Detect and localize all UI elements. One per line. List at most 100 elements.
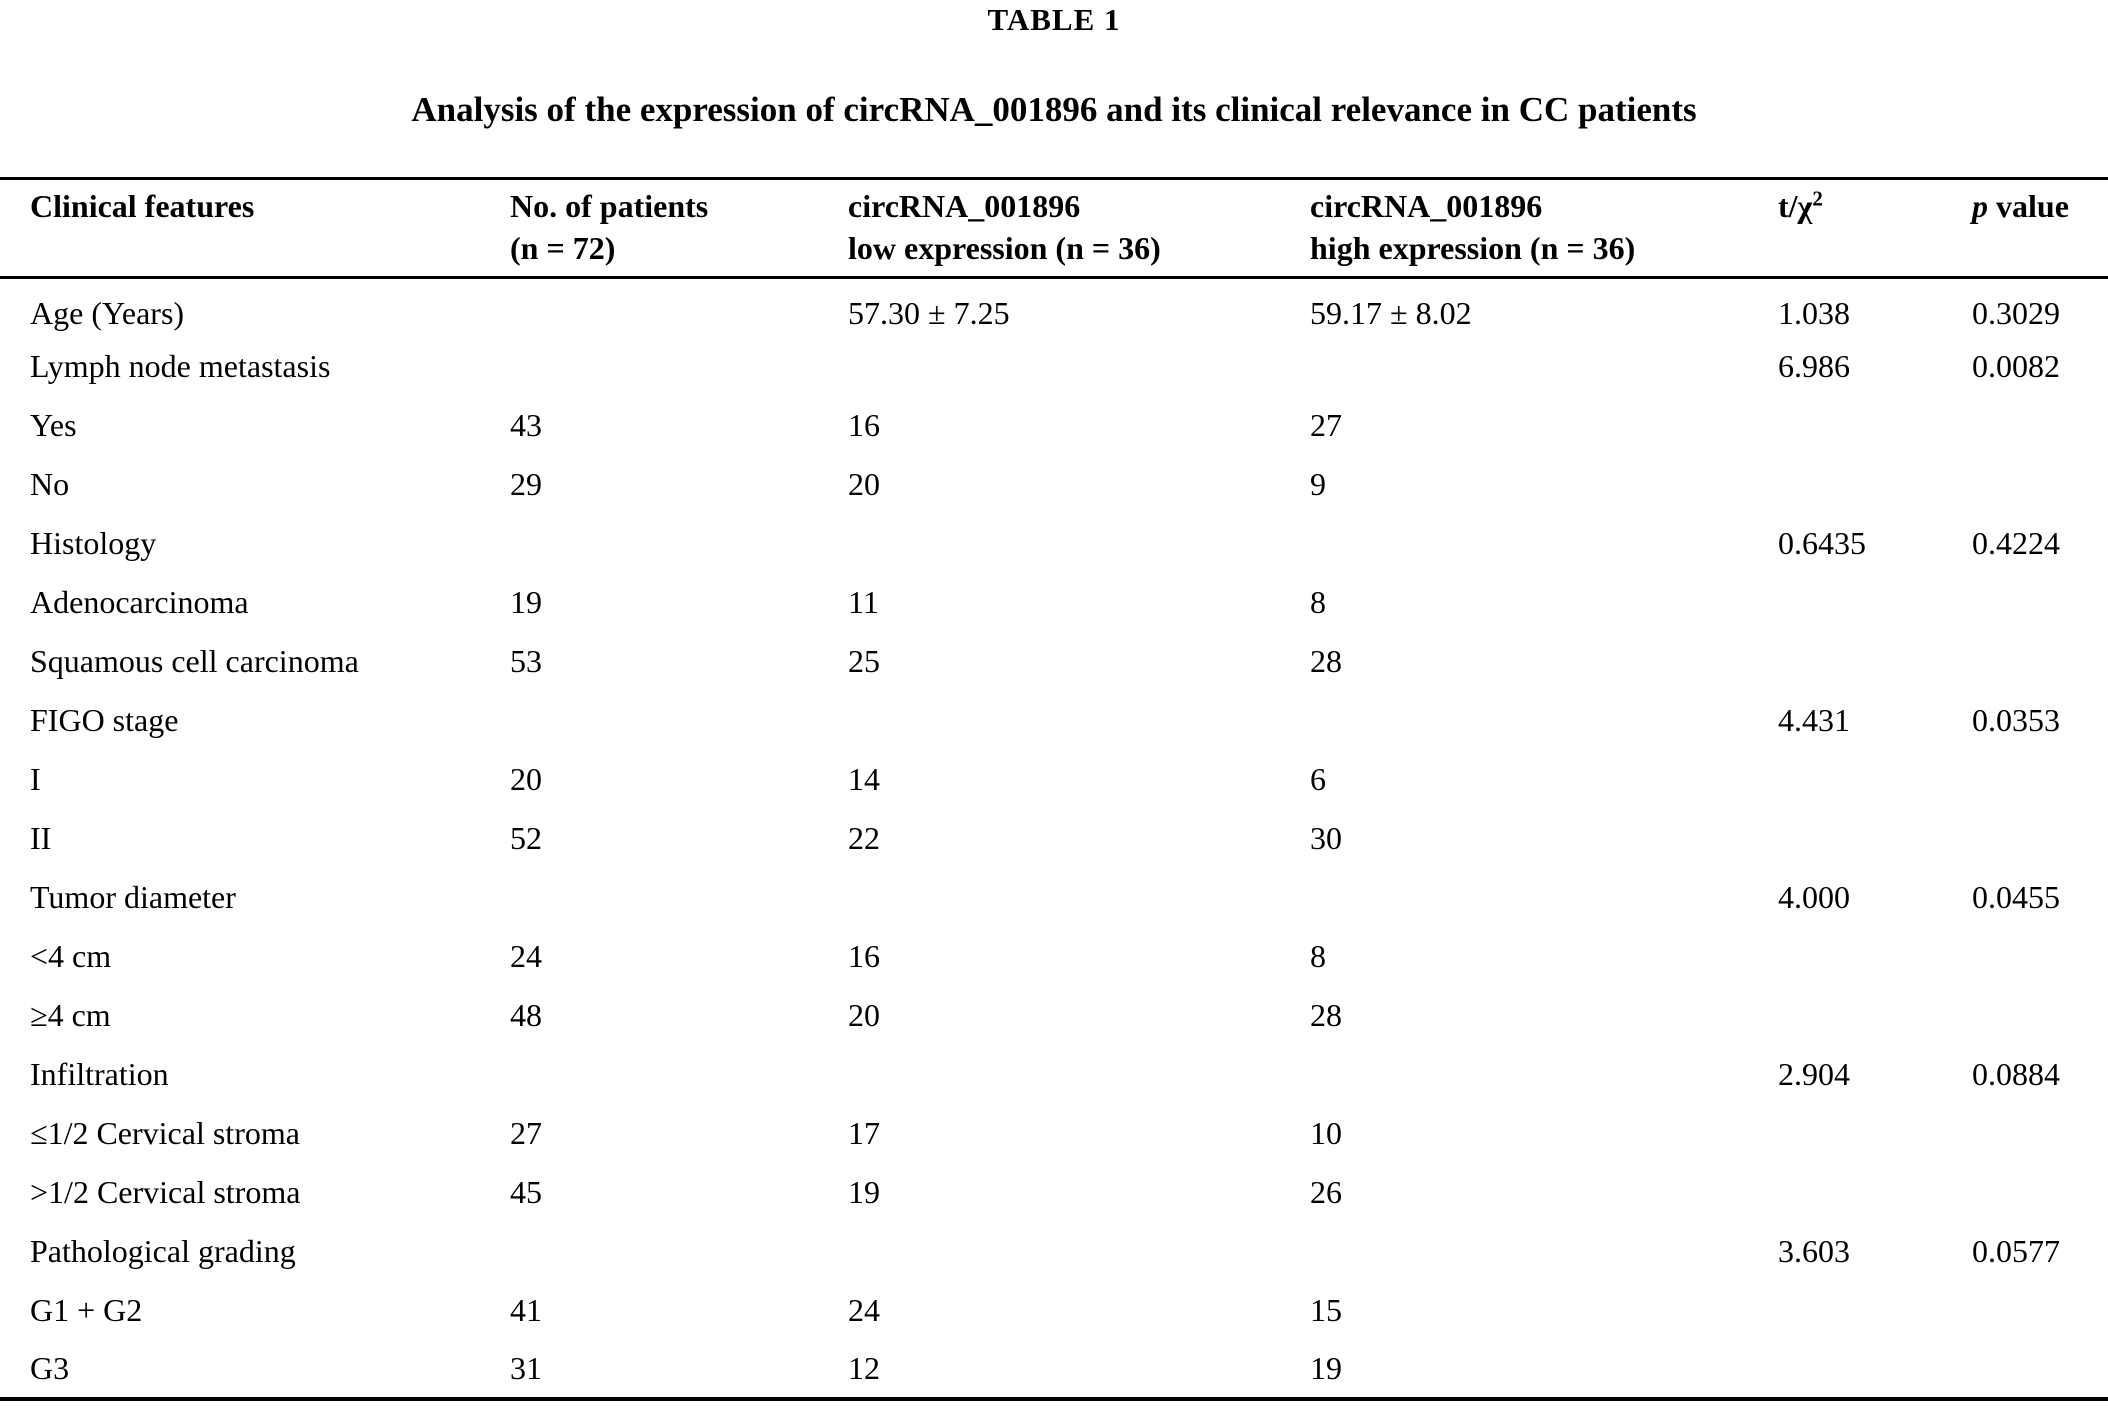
- cell-low-expression: 20: [848, 996, 880, 1033]
- cell-low-expression: 22: [848, 819, 880, 856]
- cell-high-expression: 28: [1310, 642, 1342, 679]
- header-low-expression: circRNA_001896 low expression (n = 36): [848, 179, 1310, 278]
- cell-high-expression: [1310, 514, 1778, 573]
- cell-clinical-feature: Tumor diameter: [30, 878, 236, 915]
- cell-high-expression: 8: [1310, 937, 1326, 974]
- cell-p-value: [1972, 986, 2108, 1045]
- cell-p-value: 0.4224: [1972, 524, 2060, 561]
- table-row: Lymph node metastasis 6.986 0.0082: [0, 337, 2108, 396]
- table-row: ≤1/2 Cervical stroma 27 17 10: [0, 1104, 2108, 1163]
- cell-low-expression: [848, 514, 1310, 573]
- header-p-value: p value: [1972, 179, 2108, 278]
- table-row: No 29 20 9: [0, 455, 2108, 514]
- cell-high-expression: 6: [1310, 760, 1326, 797]
- table-row: G1 + G2 41 24 15: [0, 1281, 2108, 1340]
- table-row: <4 cm 24 16 8: [0, 927, 2108, 986]
- cell-no-of-patients: 29: [510, 465, 542, 502]
- header-clinical-features: Clinical features: [0, 179, 510, 278]
- header-high-expression-line1: circRNA_001896: [1310, 188, 1543, 224]
- cell-low-expression: 25: [848, 642, 880, 679]
- cell-statistic: [1778, 1281, 1972, 1340]
- cell-high-expression: 8: [1310, 583, 1326, 620]
- cell-high-expression: [1310, 868, 1778, 927]
- cell-low-expression: [848, 1045, 1310, 1104]
- cell-no-of-patients: 27: [510, 1114, 542, 1151]
- cell-no-of-patients: [510, 278, 848, 337]
- cell-low-expression: 12: [848, 1349, 880, 1386]
- cell-no-of-patients: [510, 691, 848, 750]
- p-value-rest: value: [1988, 188, 2069, 224]
- cell-statistic: 4.000: [1778, 878, 1850, 915]
- cell-clinical-feature: Histology: [30, 524, 157, 561]
- cell-no-of-patients: 31: [510, 1349, 542, 1386]
- cell-high-expression: 28: [1310, 996, 1342, 1033]
- clinical-data-table: Clinical features No. of patients (n = 7…: [0, 177, 2108, 1401]
- cell-low-expression: 19: [848, 1173, 880, 1210]
- cell-p-value: [1972, 632, 2108, 691]
- cell-p-value: 0.0353: [1972, 701, 2060, 738]
- cell-p-value: [1972, 1281, 2108, 1340]
- cell-low-expression: [848, 337, 1310, 396]
- cell-low-expression: 24: [848, 1291, 880, 1328]
- cell-clinical-feature: Infiltration: [30, 1055, 169, 1092]
- cell-statistic: [1778, 1104, 1972, 1163]
- cell-p-value: [1972, 1340, 2108, 1399]
- table-row: Infiltration 2.904 0.0884: [0, 1045, 2108, 1104]
- cell-statistic: 4.431: [1778, 701, 1850, 738]
- table-label: TABLE 1: [987, 2, 1121, 37]
- table-row: Histology 0.6435 0.4224: [0, 514, 2108, 573]
- cell-statistic: 3.603: [1778, 1232, 1850, 1269]
- table-row: G3 31 12 19: [0, 1340, 2108, 1399]
- cell-clinical-feature: ≤1/2 Cervical stroma: [30, 1114, 300, 1151]
- cell-low-expression: 57.30 ± 7.25: [848, 295, 1010, 332]
- cell-p-value: [1972, 750, 2108, 809]
- cell-p-value: 0.0082: [1972, 347, 2060, 384]
- cell-low-expression: [848, 691, 1310, 750]
- cell-statistic: [1778, 455, 1972, 514]
- cell-low-expression: 20: [848, 465, 880, 502]
- cell-statistic: [1778, 750, 1972, 809]
- table-row: Yes 43 16 27: [0, 396, 2108, 455]
- header-high-expression: circRNA_001896 high expression (n = 36): [1310, 179, 1778, 278]
- cell-no-of-patients: 45: [510, 1173, 542, 1210]
- header-no-of-patients-line1: No. of patients: [510, 188, 709, 224]
- cell-low-expression: 14: [848, 760, 880, 797]
- cell-high-expression: 9: [1310, 465, 1326, 502]
- cell-statistic: [1778, 927, 1972, 986]
- table-row: I 20 14 6: [0, 750, 2108, 809]
- cell-p-value: 0.3029: [1972, 295, 2060, 332]
- cell-low-expression: [848, 1222, 1310, 1281]
- cell-clinical-feature: Yes: [30, 406, 77, 443]
- cell-p-value: 0.0455: [1972, 878, 2060, 915]
- table-row: Adenocarcinoma 19 11 8: [0, 573, 2108, 632]
- cell-high-expression: [1310, 1045, 1778, 1104]
- statistic-superscript: 2: [1812, 186, 1823, 211]
- cell-no-of-patients: [510, 1045, 848, 1104]
- cell-high-expression: [1310, 691, 1778, 750]
- cell-clinical-feature: Age (Years): [30, 295, 185, 332]
- cell-no-of-patients: 20: [510, 760, 542, 797]
- header-low-expression-line1: circRNA_001896: [848, 188, 1081, 224]
- statistic-base: t/χ: [1778, 188, 1813, 224]
- cell-low-expression: 11: [848, 583, 879, 620]
- cell-p-value: [1972, 455, 2108, 514]
- cell-no-of-patients: 48: [510, 996, 542, 1033]
- cell-no-of-patients: 43: [510, 406, 542, 443]
- header-clinical-features-label: Clinical features: [30, 188, 255, 224]
- cell-clinical-feature: II: [30, 819, 52, 856]
- cell-clinical-feature: <4 cm: [30, 937, 112, 974]
- cell-low-expression: 16: [848, 406, 880, 443]
- header-no-of-patients-line2: (n = 72): [510, 230, 616, 266]
- cell-clinical-feature: G3: [30, 1349, 70, 1386]
- cell-low-expression: 17: [848, 1114, 880, 1151]
- cell-high-expression: [1310, 337, 1778, 396]
- cell-statistic: [1778, 632, 1972, 691]
- table-row: Pathological grading 3.603 0.0577: [0, 1222, 2108, 1281]
- table-body: Age (Years) 57.30 ± 7.25 59.17 ± 8.02 1.…: [0, 278, 2108, 1399]
- cell-high-expression: 27: [1310, 406, 1342, 443]
- cell-high-expression: 10: [1310, 1114, 1342, 1151]
- cell-no-of-patients: [510, 337, 848, 396]
- header-statistic: t/χ2: [1778, 179, 1972, 278]
- cell-clinical-feature: FIGO stage: [30, 701, 179, 738]
- cell-no-of-patients: [510, 868, 848, 927]
